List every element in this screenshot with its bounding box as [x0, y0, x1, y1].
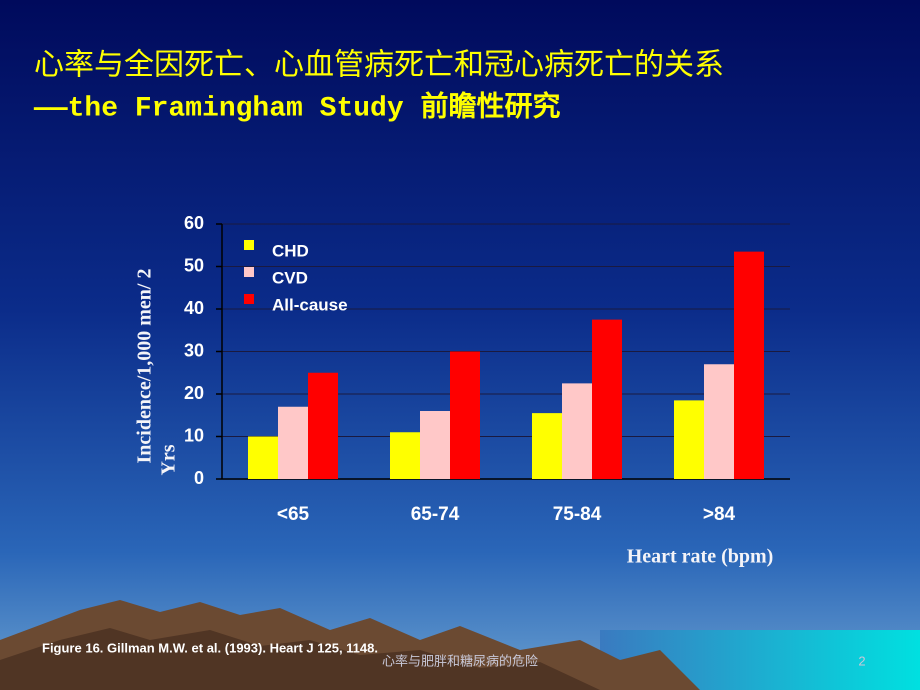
- legend-label: All-cause: [272, 295, 348, 314]
- y-tick-label: 50: [184, 255, 204, 275]
- page-number: 2: [858, 653, 865, 668]
- bar: [278, 406, 308, 479]
- footer-text: 心率与肥胖和糖尿病的危险: [382, 653, 538, 668]
- x-axis-label: Heart rate (bpm): [627, 546, 774, 568]
- x-tick-label: >84: [703, 504, 736, 525]
- legend-swatch: [244, 240, 254, 250]
- legend-swatch: [244, 294, 254, 304]
- x-tick-label: <65: [277, 504, 310, 525]
- y-tick-label: 20: [184, 383, 204, 403]
- mountains-shadow: [0, 628, 600, 690]
- y-axis-label: Incidence/1,000 men/ 2: [134, 269, 156, 464]
- legend-swatch: [244, 267, 254, 277]
- x-tick-label: 65-74: [411, 504, 460, 525]
- bar: [704, 364, 734, 479]
- bar: [674, 400, 704, 479]
- y-tick-label: 60: [184, 213, 204, 233]
- bar: [592, 319, 622, 479]
- bar: [450, 351, 480, 479]
- y-tick-label: 40: [184, 298, 204, 318]
- y-tick-label: 0: [194, 468, 204, 488]
- source-note: Figure 16. Gillman M.W. et al. (1993). H…: [42, 640, 378, 655]
- bar: [562, 383, 592, 479]
- slide-title: 心率与全因死亡、心血管病死亡和冠心病死亡的关系: [34, 48, 724, 83]
- bar: [532, 413, 562, 479]
- slide-subtitle: ——the Framingham Study 前瞻性研究: [33, 89, 560, 124]
- legend-label: CVD: [272, 268, 308, 287]
- bar: [308, 372, 338, 479]
- y-axis-label: Yrs: [158, 444, 180, 475]
- bar: [390, 432, 420, 479]
- bar: [420, 411, 450, 479]
- bar: [248, 436, 278, 479]
- legend-label: CHD: [272, 241, 309, 260]
- x-tick-label: 75-84: [553, 504, 602, 525]
- y-tick-label: 10: [184, 425, 204, 445]
- bar: [734, 251, 764, 479]
- y-tick-label: 30: [184, 340, 204, 360]
